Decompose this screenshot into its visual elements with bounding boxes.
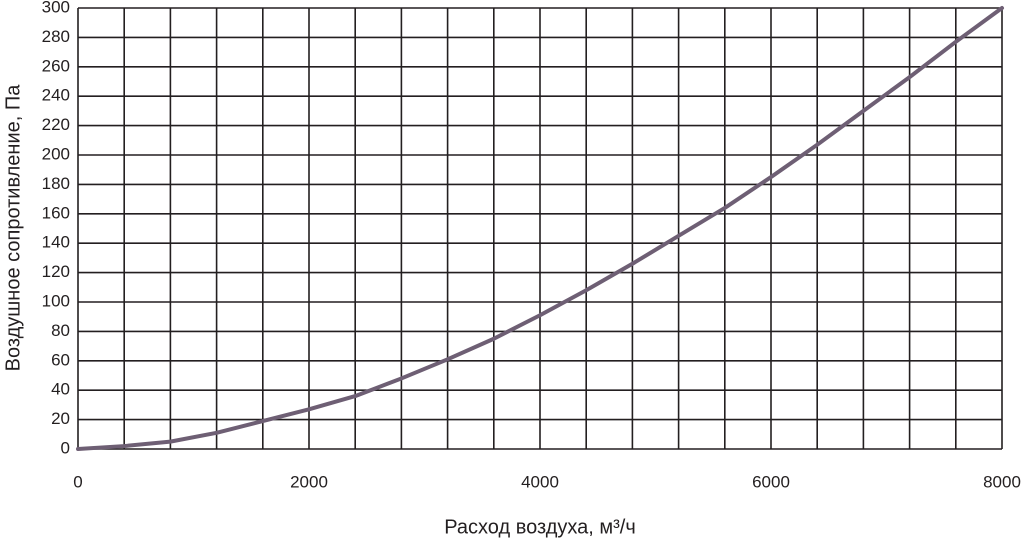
x-tick-label: 6000	[752, 472, 790, 491]
y-tick-label: 260	[42, 56, 70, 75]
line	[76, 6, 1004, 451]
y-tick-label: 60	[51, 350, 70, 369]
y-tick-label: 120	[42, 262, 70, 281]
x-tick-label: 4000	[521, 472, 559, 491]
y-tick-label: 40	[51, 380, 70, 399]
y-tick-label: 80	[51, 321, 70, 340]
y-tick-label: 160	[42, 203, 70, 222]
y-tick-label: 280	[42, 27, 70, 46]
y-tick-label: 180	[42, 174, 70, 193]
x-axis-label: Расход воздуха, м³/ч	[444, 516, 636, 538]
y-tick-label: 300	[42, 0, 70, 16]
x-tick-label: 2000	[290, 472, 328, 491]
y-tick-label: 200	[42, 144, 70, 163]
x-tick-label: 8000	[983, 472, 1021, 491]
y-tick-label: 240	[42, 86, 70, 105]
y-axis-label: Воздушное сопротивление, Па	[2, 84, 24, 372]
y-tick-label: 220	[42, 115, 70, 134]
x-tick-label: 0	[73, 472, 82, 491]
y-tick-label: 0	[61, 438, 70, 457]
y-tick-label: 20	[51, 409, 70, 428]
y-tick-label: 100	[42, 291, 70, 310]
y-tick-label: 140	[42, 233, 70, 252]
